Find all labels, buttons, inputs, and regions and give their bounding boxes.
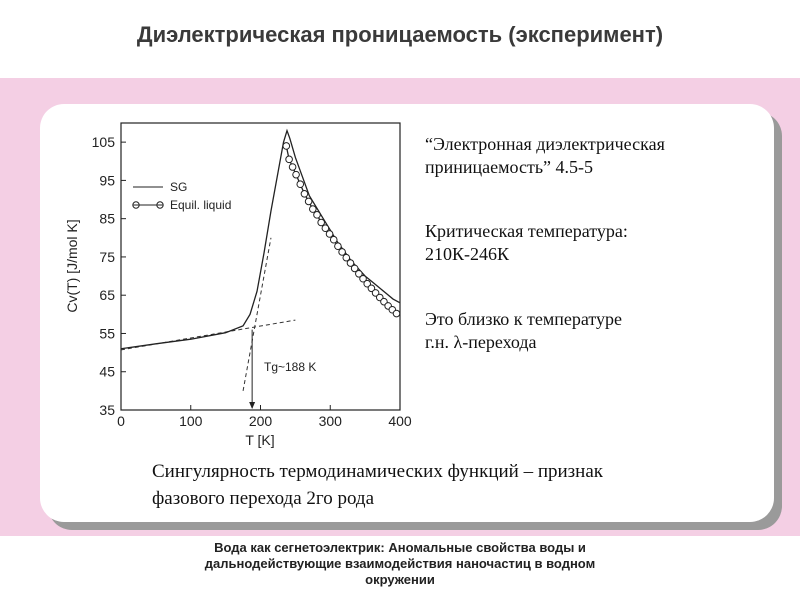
series-2-point	[329, 235, 338, 244]
annotation-layer	[249, 329, 256, 409]
series-2-point	[334, 242, 342, 251]
series-2-point	[363, 279, 372, 288]
note-1: “Электронная диэлектрическая приницаемост…	[425, 133, 665, 179]
slide-title: Диэлектрическая проницаемость (экспериме…	[136, 22, 664, 47]
series-2-point	[288, 163, 297, 171]
series-2-point	[300, 189, 309, 198]
tg-arrow-head	[249, 402, 256, 409]
series-2-point	[338, 248, 346, 256]
y-axis-label: Cv(T) [J/mol K]	[64, 219, 80, 312]
x-tick-label: 200	[249, 413, 273, 429]
footer-line-2: дальнодействующие взаимодействия наночас…	[204, 556, 596, 571]
series-2-point	[313, 211, 321, 219]
legend-label-sg: SG	[170, 180, 187, 194]
series-2-point	[325, 230, 334, 238]
series-2-point	[355, 269, 363, 278]
series-2-point	[371, 289, 380, 297]
series-2-point	[367, 284, 376, 293]
footer-citation: Вода как сегнетоэлектрик: Аномальные сво…	[150, 540, 650, 588]
note-2-line-1: Критическая температура:	[425, 221, 628, 241]
y-tick-label: 95	[99, 172, 115, 188]
x-tick-label: 0	[117, 413, 125, 429]
y-tick-label: 105	[92, 134, 116, 150]
y-axis-ticks: 35 45 55 65 75 85 95 105	[92, 134, 126, 418]
note-1-line-1: “Электронная диэлектрическая	[425, 134, 665, 154]
series-2-point	[285, 155, 293, 164]
footer-line-3: окружении	[365, 572, 435, 587]
y-tick-label: 85	[99, 211, 115, 227]
series-2-point	[296, 180, 305, 189]
plot-frame	[120, 122, 401, 411]
series-2-point	[359, 274, 367, 283]
fit-line-2	[242, 237, 272, 391]
legend-marker-liquid-2	[156, 201, 164, 209]
plot-area	[121, 123, 400, 410]
note-1-line-2: приницаемость” 4.5-5	[425, 157, 594, 177]
x-tick-label: 300	[319, 413, 343, 429]
series-2-point	[321, 224, 330, 233]
series-2-point	[309, 205, 317, 213]
x-tick-label: 400	[388, 413, 412, 429]
conclusion-line-2: фазового перехода 2го рода	[152, 488, 375, 509]
series-2-point	[317, 218, 325, 227]
note-2: Критическая температура: 210К-246К	[425, 220, 628, 266]
legend: SG Equil. liquid	[132, 180, 231, 212]
y-tick-label: 55	[99, 325, 115, 341]
series-2-point	[282, 142, 291, 150]
series-2-point	[342, 253, 351, 262]
legend-label-liquid: Equil. liquid	[170, 198, 231, 212]
series-layer	[120, 128, 401, 350]
plot-background	[121, 123, 400, 410]
series-2-point	[392, 309, 401, 318]
footer-line-1: Вода как сегнетоэлектрик: Аномальные сво…	[214, 540, 586, 555]
tg-annotation: Tg~188 K	[264, 360, 316, 374]
y-tick-label: 35	[99, 402, 115, 418]
x-axis-label: T [K]	[245, 432, 274, 448]
series-2-point	[350, 264, 359, 273]
note-3: Это близко к температуре г.н. λ-перехода	[425, 308, 622, 354]
series-line-1	[120, 128, 401, 350]
y-tick-label: 65	[99, 287, 115, 303]
y-tick-label: 75	[99, 249, 115, 265]
conclusion-line-1: Сингулярность термодинамических функций …	[152, 461, 603, 482]
y-tick-label: 45	[99, 364, 115, 380]
note-3-line-1: Это близко к температуре	[425, 309, 623, 329]
note-3-line-2: г.н. λ-перехода	[425, 332, 537, 352]
conclusion: Сингулярность термодинамических функций …	[152, 458, 603, 512]
series-2-point	[292, 170, 300, 179]
legend-marker-liquid-1	[132, 201, 140, 209]
x-axis-ticks: 0 100 200 300 400	[117, 405, 412, 429]
x-tick-label: 100	[179, 413, 203, 429]
series-2-point	[346, 259, 355, 267]
series-2-point	[304, 197, 313, 206]
note-2-line-2: 210К-246К	[425, 244, 510, 264]
